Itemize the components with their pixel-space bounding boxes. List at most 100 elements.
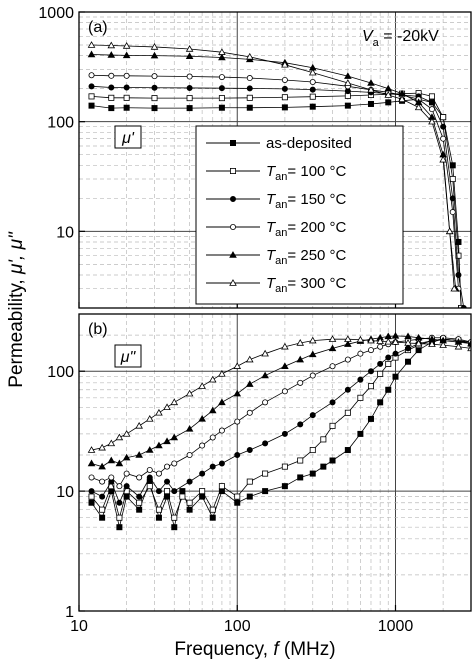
data-point bbox=[344, 386, 351, 393]
data-point bbox=[98, 462, 106, 470]
panel-a: 10 100 1000 (a) μ' Va = -20kV as-deposited Tan=… bbox=[38, 5, 472, 309]
data-point bbox=[186, 84, 193, 91]
data-point bbox=[218, 369, 226, 377]
x-tick-label: 10 bbox=[70, 618, 88, 635]
data-point bbox=[414, 103, 423, 111]
data-point bbox=[164, 488, 171, 495]
quantity-box bbox=[114, 125, 142, 149]
data-point bbox=[392, 373, 399, 380]
legend-item: Tan= 150 °C bbox=[206, 191, 347, 211]
data-point bbox=[328, 335, 337, 342]
x-tick-label: 100 bbox=[224, 618, 251, 635]
data-point bbox=[234, 418, 241, 425]
data-point bbox=[209, 463, 216, 470]
data-point bbox=[450, 284, 459, 292]
data-point bbox=[246, 478, 253, 485]
data-point bbox=[329, 363, 336, 370]
data-point bbox=[344, 340, 352, 347]
data-point bbox=[116, 483, 123, 490]
data-point bbox=[185, 425, 194, 432]
data-point bbox=[155, 514, 162, 521]
data-point bbox=[385, 386, 392, 393]
data-point bbox=[87, 41, 96, 48]
svg-text:Permeability, μ', μ": Permeability, μ', μ" bbox=[6, 231, 27, 388]
data-point bbox=[308, 336, 317, 344]
data-point bbox=[385, 360, 392, 367]
panel-label: (b) bbox=[88, 321, 108, 338]
data-point bbox=[281, 483, 288, 490]
legend: as-deposited Tan= 100 °C Tan= 150 °C Tan= 2… bbox=[195, 125, 404, 305]
data-point bbox=[151, 73, 158, 80]
legend-label: Tan= 300 °C bbox=[266, 275, 347, 295]
data-point bbox=[449, 162, 456, 169]
data-point bbox=[115, 433, 124, 441]
data-point bbox=[245, 52, 254, 60]
legend-marker bbox=[229, 195, 236, 202]
data-point bbox=[155, 470, 162, 477]
data-point bbox=[309, 470, 316, 477]
data-point bbox=[146, 466, 153, 473]
data-point bbox=[357, 430, 364, 437]
legend-label: Tan= 150 °C bbox=[266, 191, 347, 211]
data-point bbox=[455, 271, 462, 278]
x-tick-label: 1000 bbox=[378, 618, 414, 635]
data-point bbox=[208, 406, 217, 414]
data-point bbox=[88, 83, 95, 90]
data-point bbox=[123, 84, 130, 91]
data-point bbox=[392, 350, 399, 357]
data-point bbox=[170, 398, 179, 406]
data-point bbox=[88, 474, 95, 481]
data-point bbox=[209, 514, 216, 521]
data-point bbox=[150, 43, 159, 50]
data-point bbox=[246, 447, 253, 454]
data-point bbox=[218, 74, 225, 81]
data-point bbox=[108, 94, 115, 101]
data-point bbox=[320, 436, 327, 443]
data-point bbox=[245, 380, 254, 387]
series-line bbox=[91, 338, 471, 528]
data-point bbox=[281, 388, 288, 395]
data-point bbox=[245, 355, 254, 363]
series-1 bbox=[88, 336, 471, 531]
data-point bbox=[454, 342, 463, 350]
data-point bbox=[88, 93, 95, 100]
data-point bbox=[116, 514, 123, 521]
legend-marker bbox=[229, 279, 237, 286]
data-point bbox=[297, 421, 304, 428]
data-point bbox=[329, 399, 336, 406]
series-2 bbox=[88, 336, 471, 521]
legend-marker bbox=[229, 251, 237, 258]
data-point bbox=[377, 343, 384, 350]
data-point bbox=[246, 75, 253, 82]
y-tick-label: 100 bbox=[47, 115, 74, 132]
data-point bbox=[281, 60, 289, 68]
data-point bbox=[344, 356, 351, 363]
quantity-label: μ" bbox=[120, 349, 137, 366]
data-point bbox=[145, 446, 154, 453]
data-point bbox=[163, 403, 171, 411]
data-point bbox=[123, 94, 130, 101]
data-point bbox=[87, 50, 96, 58]
data-point bbox=[405, 358, 412, 365]
data-point bbox=[344, 79, 352, 86]
data-point bbox=[439, 155, 447, 163]
series-line bbox=[91, 44, 455, 289]
data-point bbox=[262, 470, 269, 477]
data-point bbox=[309, 86, 316, 93]
data-point bbox=[171, 460, 178, 467]
data-point bbox=[344, 72, 352, 79]
data-point bbox=[233, 362, 242, 369]
data-point bbox=[385, 354, 392, 361]
data-point bbox=[163, 437, 171, 445]
data-point bbox=[428, 99, 435, 106]
data-point bbox=[218, 398, 226, 406]
data-point bbox=[199, 470, 206, 477]
data-point bbox=[329, 457, 336, 464]
series-4 bbox=[88, 334, 471, 490]
data-point bbox=[428, 117, 436, 125]
data-point bbox=[440, 114, 447, 121]
data-point bbox=[391, 331, 400, 339]
data-point bbox=[262, 488, 269, 495]
data-point bbox=[108, 72, 115, 79]
